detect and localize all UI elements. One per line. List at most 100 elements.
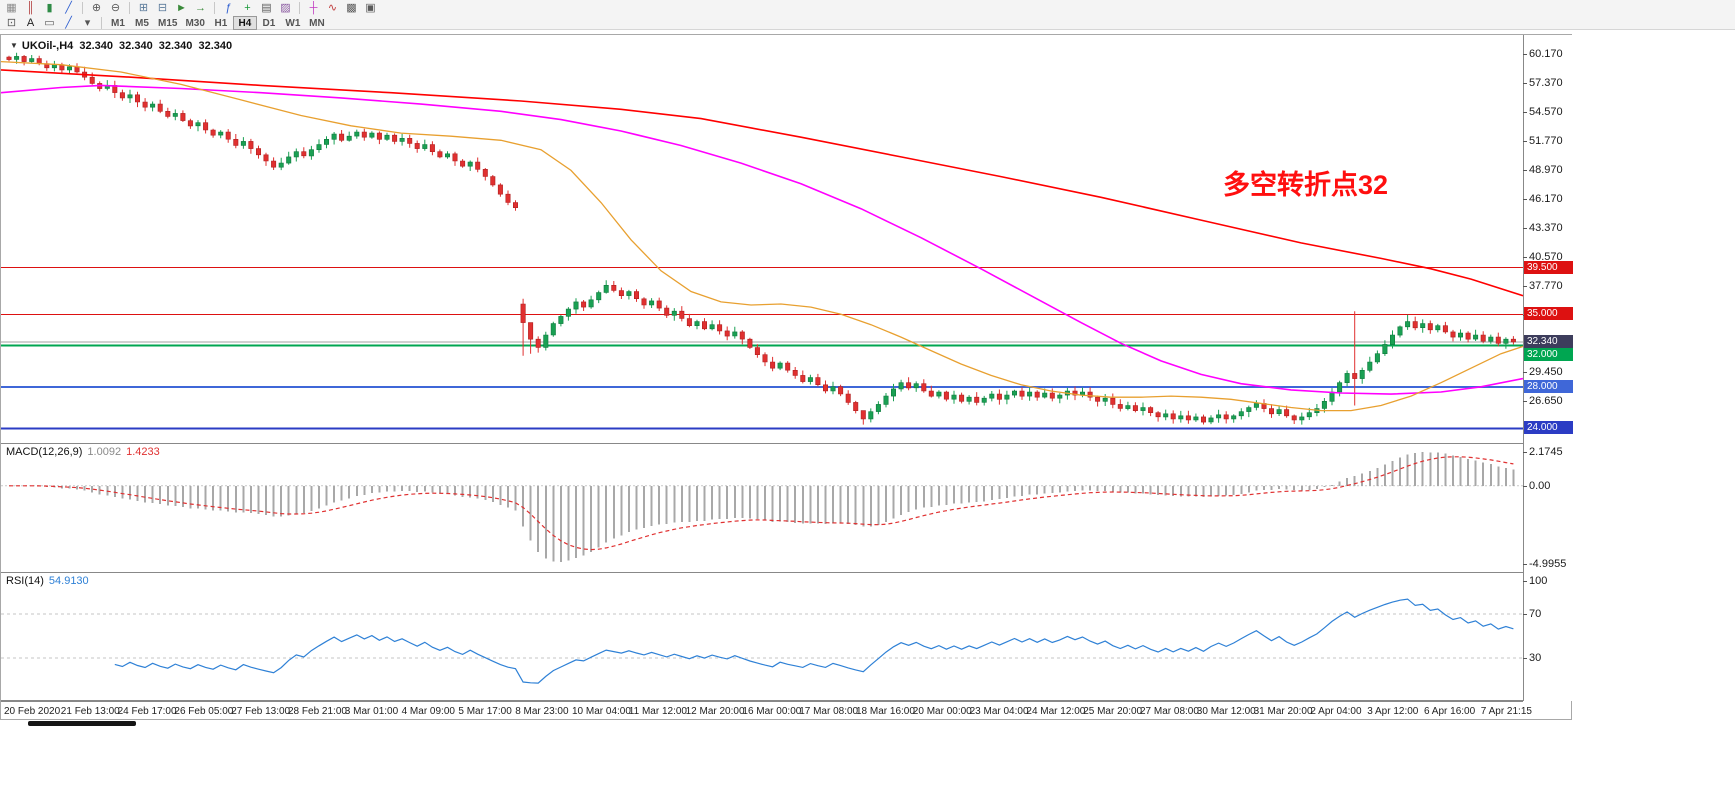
trendline-tool-icon[interactable]: ╱ [65,16,72,29]
price-tick: 48.970 [1523,163,1563,176]
price-box-35.000: 35.000 [1524,307,1573,321]
time-label: 18 Mar 16:00 [856,706,915,717]
macd-chart[interactable] [1,444,1523,572]
rsi-line [114,598,1514,684]
timeframe-h4[interactable]: H4 [232,15,257,30]
time-label: 24 Feb 17:00 [117,706,177,717]
rsi-name: RSI(14) [6,575,44,587]
time-label: 3 Apr 12:00 [1367,706,1419,717]
price-box-24.000: 24.000 [1524,421,1573,435]
crosshair-icon[interactable]: ┼ [309,1,318,14]
time-label: 6 Apr 16:00 [1424,706,1476,717]
line-chart-icon[interactable]: ╱ [65,1,72,14]
rsi-value: 54.9130 [48,575,89,587]
time-label: 20 Mar 00:00 [912,706,972,717]
shape-tool-icon[interactable]: ▭ [44,16,55,29]
periods-icon[interactable]: ▤ [261,1,272,14]
rsi-panel: RSI(14) 54.9130 [1,573,1523,701]
macd-value-main: 1.0092 [87,446,122,458]
zoom-in-icon[interactable]: ⊕ [91,1,102,14]
timeframe-m30[interactable]: M30 [185,17,205,29]
slow-ma-line [1,69,1523,297]
toolbar-separator [101,16,102,29]
text-tool-icon[interactable]: A [26,16,35,29]
auto-scroll-icon[interactable]: ► [176,1,187,14]
wave-icon[interactable]: ∿ [327,1,338,14]
rsi-label: RSI(14) 54.9130 [6,575,89,587]
time-label: 8 Mar 23:00 [515,706,569,717]
zoom-out-icon[interactable]: ⊖ [110,1,121,14]
toolbar-separator [299,1,300,14]
time-axis[interactable]: 20 Feb 2020 21 Feb 13:00 24 Feb 17:00 26 Fe… [1,701,1532,719]
print-icon[interactable]: ▣ [365,1,376,14]
chinese-annotation: 多空转折点32 [1223,170,1389,200]
select-tool-icon[interactable]: ⊡ [6,16,17,29]
fast-ma-line [1,60,1523,412]
time-label: 11 Mar 12:00 [628,706,687,717]
time-label: 16 Mar 00:00 [742,706,802,717]
rsi-axis-30: 30 [1522,652,1542,664]
macd-histogram [15,452,1515,562]
toolbars-handle-icon[interactable]: ▦ [6,1,17,14]
up-candle-bodies [14,56,1509,423]
macd-axis-zero: 0.00 [1522,479,1551,492]
time-label: 7 Apr 21:15 [1480,706,1532,717]
indicators-icon[interactable]: ƒ [225,1,232,14]
macd-signal-line [9,456,1514,551]
candlestick-chart[interactable] [1,35,1523,443]
collapse-triangle-icon[interactable]: ▼ [10,41,18,50]
grid-icon[interactable]: ▩ [346,1,357,14]
bar-chart-icon[interactable]: ║ [26,1,35,14]
templates-icon[interactable]: ▨ [280,1,291,14]
toolbar: ▦ ║ ▮ ╱ ⊕ ⊖ ⊞ ⊟ ► → ƒ + ▤ ▨ ┼ ∿ ▩ ▣ ⊡ A ▭ ╱ ▾ M1 M5 M15 M30 H1 H4 D… [0,0,1735,30]
toolbar-separator [129,1,130,14]
time-label: 10 Mar 04:00 [572,706,631,717]
down-candle-bodies [6,56,1516,423]
time-label: 31 Mar 20:00 [1253,706,1313,717]
price-tick: 57.370 [1523,76,1563,89]
macd-panel: MACD(12,26,9) 1.0092 1.4233 [1,444,1523,573]
price-tick: 29.450 [1523,365,1563,378]
time-label: 28 Feb 21:00 [288,706,347,717]
time-label: 24 Mar 12:00 [1026,706,1086,717]
time-label: 21 Feb 13:00 [60,706,120,717]
add-indicator-icon[interactable]: + [244,1,251,14]
chart-window: ▼ UKOil-,H4 32.340 32.340 32.340 32.340 多… [0,34,1573,720]
timeframe-w1[interactable]: W1 [285,17,301,29]
bottom-strip [0,720,1735,799]
macd-name: MACD(12,26,9) [6,446,83,458]
toolbar-row-main: ▦ ║ ▮ ╱ ⊕ ⊖ ⊞ ⊟ ► → ƒ + ▤ ▨ ┼ ∿ ▩ ▣ [2,0,1735,15]
candlestick-chart-icon[interactable]: ▮ [46,1,53,14]
tile-windows-icon[interactable]: ⊞ [138,1,149,14]
price-box-28.000: 28.000 [1524,379,1573,393]
timeframe-m1[interactable]: M1 [111,17,125,29]
timeframe-m15[interactable]: M15 [158,17,178,29]
time-label: 27 Feb 13:00 [231,706,291,717]
price-box-32.340: 32.340 [1524,334,1573,348]
time-label: 3 Mar 01:00 [344,706,399,717]
price-tick: 26.650 [1523,394,1563,407]
macd-axis-max: 2.1745 [1523,446,1563,458]
price-tick: 60.170 [1523,47,1563,60]
timeframe-mn[interactable]: MN [309,17,325,29]
price-panel: ▼ UKOil-,H4 32.340 32.340 32.340 32.340 多… [1,35,1523,444]
rsi-chart[interactable] [1,573,1523,700]
toolbar-row-tools: ⊡ A ▭ ╱ ▾ M1 M5 M15 M30 H1 H4 D1 W1 MN [2,15,1735,30]
ohlc-open: 32.340 [79,40,113,52]
timeframe-d1[interactable]: D1 [262,17,276,29]
chart-title: ▼ UKOil-,H4 32.340 32.340 32.340 32.340 [10,40,235,52]
ohlc-high: 32.340 [119,40,153,52]
price-axis[interactable]: 60.170 57.370 54.570 51.770 48.970 46.170 43.3… [1522,35,1573,701]
toolbar-separator [82,1,83,14]
price-tick: 51.770 [1523,134,1563,147]
timeframe-h1[interactable]: H1 [214,17,228,29]
chart-shift-icon[interactable]: → [195,1,206,14]
time-label: 26 Feb 05:00 [174,706,234,717]
time-label: 2 Apr 04:00 [1310,706,1362,717]
draw-dropdown-icon[interactable]: ▾ [84,16,91,29]
macd-axis-min: -4.9955 [1522,558,1567,570]
time-label: 23 Mar 04:00 [969,706,1029,717]
cascade-windows-icon[interactable]: ⊟ [157,1,168,14]
timeframe-m5[interactable]: M5 [135,17,149,29]
macd-label: MACD(12,26,9) 1.0092 1.4233 [6,446,160,458]
